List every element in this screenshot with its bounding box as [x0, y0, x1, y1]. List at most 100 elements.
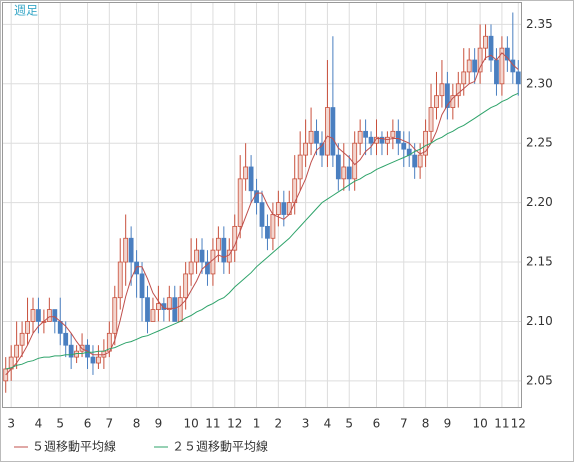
y-tick-label: 2.30 — [526, 76, 553, 90]
candle-body — [439, 83, 445, 97]
candle-body — [123, 237, 129, 263]
candle-body — [215, 237, 221, 251]
x-tick-label: 4 — [324, 417, 332, 431]
x-tick-label: 10 — [472, 417, 487, 431]
candle-body — [483, 35, 488, 49]
candle-body — [265, 225, 270, 239]
candle-body — [128, 237, 134, 263]
candle-body — [450, 95, 456, 108]
y-tick-label: 2.15 — [526, 255, 553, 269]
candle-body — [46, 309, 52, 322]
candle-body — [461, 71, 467, 85]
chart-title: 週足 — [14, 4, 38, 18]
x-tick-label: 9 — [155, 417, 163, 431]
x-tick-label: 11 — [205, 417, 220, 431]
candle-body — [379, 136, 385, 144]
candle-body — [68, 344, 74, 358]
ma-line — [5, 52, 519, 376]
candle-body — [221, 237, 227, 263]
x-tick-label: 7 — [106, 417, 114, 431]
candle-body — [385, 136, 390, 144]
candle-body — [172, 297, 178, 322]
candle-body — [25, 321, 30, 334]
candle-body — [444, 83, 450, 108]
legend-label: ５週移動平均線 — [32, 439, 116, 454]
candle-body — [303, 142, 309, 156]
candle-body — [117, 261, 123, 299]
y-tick-label: 2.10 — [526, 314, 553, 328]
candle-body — [112, 297, 118, 334]
candle-body — [281, 202, 287, 215]
candle-body — [139, 273, 145, 299]
candle-body — [488, 35, 494, 61]
candle-body — [177, 297, 183, 322]
x-tick-label: 3 — [302, 417, 310, 431]
candle-body — [52, 309, 58, 322]
candle-body — [150, 309, 156, 322]
candle-body — [297, 154, 303, 180]
candle-body — [504, 47, 510, 61]
x-tick-label: 1 — [253, 417, 261, 431]
candle-body — [417, 154, 423, 168]
ma-line — [5, 92, 519, 370]
x-tick-label: 5 — [56, 417, 64, 431]
candle-body — [63, 332, 69, 346]
candle-body — [346, 166, 352, 180]
candle-body — [30, 309, 36, 322]
candle-body — [155, 303, 161, 310]
candle-body — [412, 154, 418, 168]
candle-body — [14, 344, 20, 358]
candle-body — [466, 59, 472, 73]
candle-body — [374, 136, 379, 144]
candle-body — [499, 47, 505, 85]
x-tick-label: 6 — [373, 417, 381, 431]
candle-body — [330, 107, 336, 156]
candle-body — [199, 249, 205, 263]
x-tick-label: 6 — [84, 417, 92, 431]
x-tick-label: 10 — [183, 417, 198, 431]
candle-body — [243, 166, 249, 180]
y-tick-label: 2.25 — [526, 136, 553, 150]
candle-body — [232, 225, 238, 251]
candle-body — [308, 130, 314, 144]
x-tick-label: 3 — [7, 417, 15, 431]
candle-body — [341, 166, 347, 180]
candle-body — [368, 136, 374, 144]
candle-body — [254, 190, 259, 204]
candle-body — [428, 107, 434, 132]
candle-body — [455, 83, 461, 97]
x-tick-label: 7 — [400, 417, 408, 431]
x-tick-label: 2 — [275, 417, 283, 431]
legend-label: ２５週移動平均線 — [172, 439, 268, 454]
x-tick-label: 8 — [422, 417, 430, 431]
candle-body — [270, 214, 276, 239]
candle-body — [275, 202, 281, 215]
candle-body — [166, 297, 172, 310]
candle-body — [401, 142, 407, 150]
candle-body — [145, 297, 150, 322]
candle-body — [434, 95, 439, 108]
x-tick-label: 5 — [345, 417, 353, 431]
x-tick-label: 12 — [227, 417, 242, 431]
candle-body — [335, 154, 341, 180]
candle-body — [357, 130, 363, 144]
candle-body — [96, 356, 101, 364]
x-tick-label: 9 — [444, 417, 452, 431]
candle-body — [423, 130, 428, 156]
candle-body — [183, 273, 189, 299]
y-tick-label: 2.35 — [526, 17, 553, 31]
x-tick-label: 8 — [133, 417, 141, 431]
candle-body — [188, 261, 194, 275]
candle-body — [363, 130, 369, 138]
candle-body — [237, 178, 243, 227]
candle-body — [248, 166, 254, 192]
candle-body — [314, 130, 319, 144]
candle-body — [515, 71, 521, 85]
candle-body — [19, 332, 25, 346]
candle-body — [90, 356, 96, 364]
candle-body — [36, 309, 41, 322]
candle-body — [395, 130, 401, 144]
candle-body — [494, 59, 499, 85]
x-tick-label: 12 — [511, 417, 526, 431]
candle-body — [352, 142, 358, 180]
